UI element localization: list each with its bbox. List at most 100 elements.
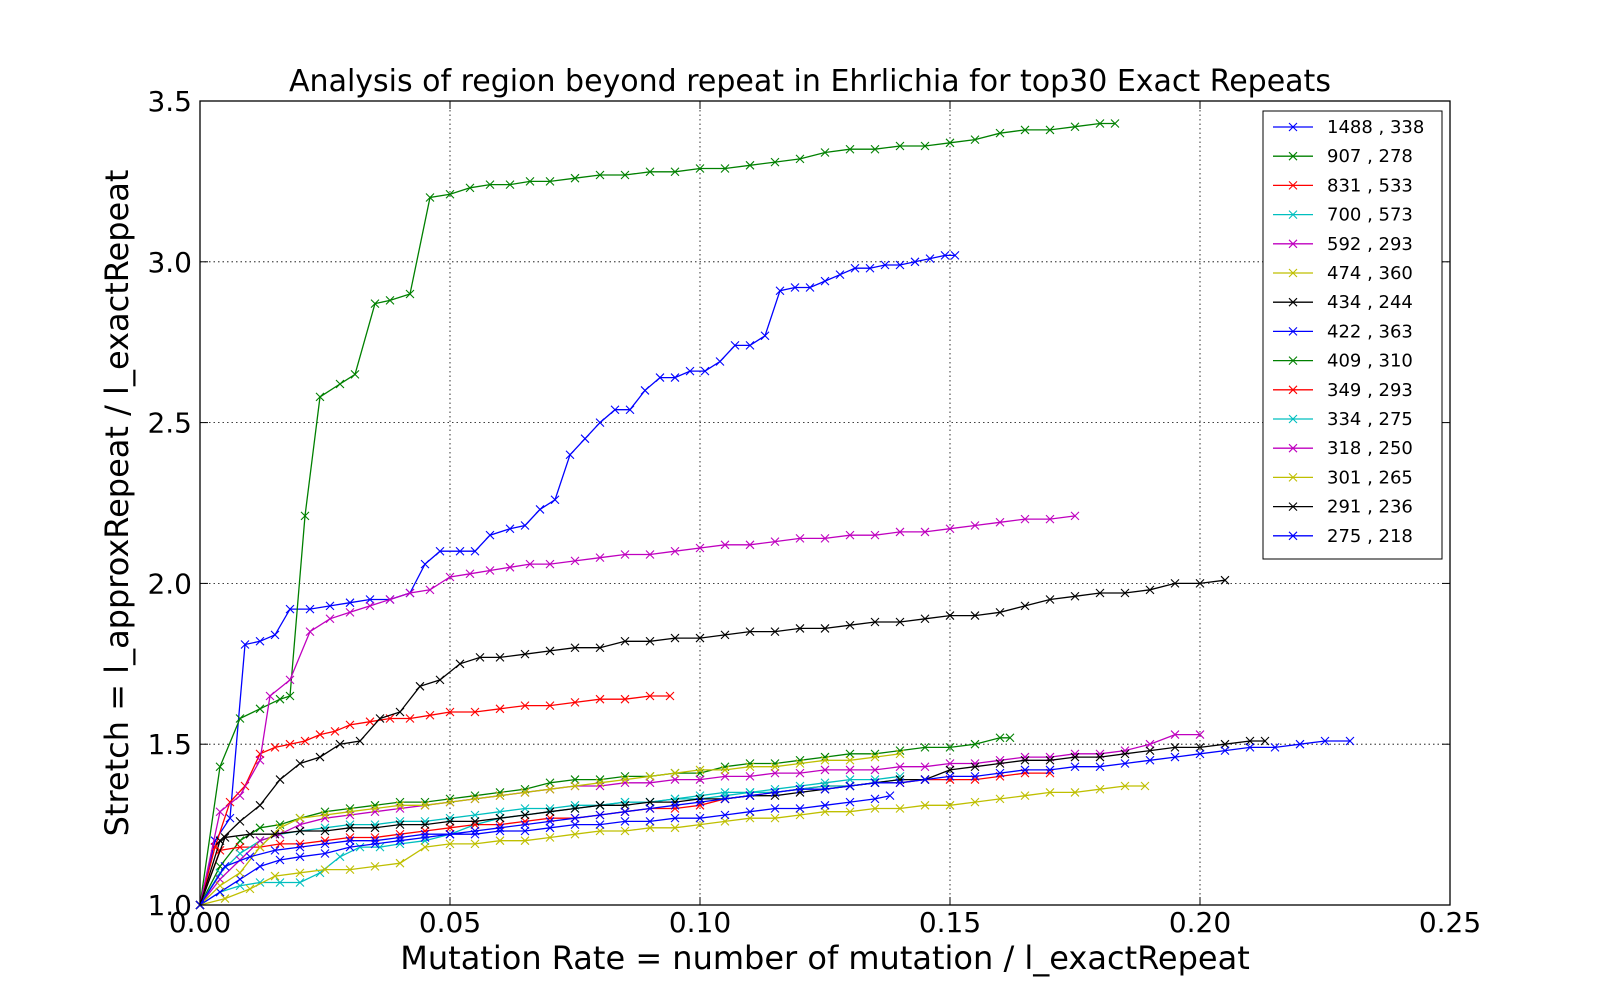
- data-point-marker: [1140, 781, 1150, 791]
- legend-marker: [1288, 385, 1298, 395]
- data-point-marker: [275, 820, 285, 829]
- x-axis-label: Mutation Rate = number of mutation / l_e…: [400, 939, 1250, 977]
- legend-label: 1488 , 338: [1327, 117, 1424, 138]
- data-point-marker: [595, 643, 605, 653]
- data-point-marker: [1045, 514, 1055, 524]
- data-point-marker: [950, 250, 960, 260]
- data-point-marker: [220, 833, 230, 842]
- x-tick-label: 0.15: [919, 906, 981, 939]
- data-point-marker: [920, 743, 930, 752]
- data-point-marker: [620, 775, 630, 784]
- plot-frame: [199, 100, 1451, 906]
- data-point-marker: [920, 800, 930, 810]
- data-point-marker: [760, 331, 770, 341]
- data-point-marker: [820, 784, 830, 794]
- data-point-marker: [520, 649, 530, 659]
- data-point-marker: [745, 627, 755, 637]
- legend-marker: [1288, 327, 1298, 336]
- data-point-marker: [470, 707, 480, 717]
- data-point-marker: [895, 141, 905, 151]
- data-point-marker: [370, 823, 380, 833]
- data-point-marker: [375, 842, 385, 852]
- data-point-marker: [595, 800, 605, 810]
- data-point-marker: [570, 829, 580, 839]
- data-point-marker: [525, 559, 535, 569]
- data-point-marker: [645, 823, 655, 833]
- data-point-marker: [595, 694, 605, 704]
- legend-label: 318 , 250: [1327, 438, 1413, 459]
- data-point-marker: [820, 755, 830, 765]
- data-point-marker: [1095, 752, 1105, 762]
- data-point-marker: [235, 842, 245, 852]
- data-point-marker: [370, 804, 380, 813]
- data-point-marker: [970, 771, 980, 781]
- data-point-marker: [645, 167, 655, 177]
- series-14: [195, 736, 1270, 910]
- data-point-marker: [1220, 739, 1230, 749]
- data-point-marker: [670, 373, 680, 382]
- legend-marker: [1288, 502, 1298, 511]
- series-line: [199, 579, 1226, 906]
- data-point-marker: [995, 794, 1005, 804]
- data-point-marker: [345, 807, 355, 817]
- data-point-marker: [920, 141, 930, 151]
- data-point-marker: [595, 826, 605, 836]
- data-point-marker: [595, 418, 605, 427]
- legend-marker: [1288, 297, 1298, 307]
- legend-entry: 907 , 278: [1273, 146, 1413, 167]
- data-point-marker: [370, 836, 380, 846]
- data-point-marker: [770, 157, 780, 167]
- data-point-marker: [505, 562, 515, 572]
- legend-marker: [1288, 151, 1298, 161]
- data-point-marker: [570, 804, 580, 813]
- data-point-marker: [620, 636, 630, 646]
- data-point-marker: [820, 276, 830, 286]
- data-point-marker: [240, 640, 250, 649]
- legend-label: 831 , 533: [1327, 175, 1413, 196]
- data-point-marker: [270, 829, 280, 839]
- data-point-marker: [670, 775, 680, 784]
- data-point-marker: [570, 781, 580, 791]
- series-line: [199, 778, 901, 906]
- legend-label: 592 , 293: [1327, 234, 1413, 255]
- data-point-marker: [495, 704, 505, 714]
- data-point-marker: [495, 807, 505, 817]
- data-point-marker: [720, 810, 730, 820]
- data-point-marker: [1245, 736, 1255, 746]
- data-point-marker: [805, 283, 815, 292]
- data-point-marker: [745, 540, 755, 550]
- data-point-marker: [535, 505, 545, 514]
- data-point-marker: [895, 527, 905, 537]
- data-point-marker: [215, 762, 225, 772]
- data-point-marker: [645, 816, 655, 826]
- data-point-marker: [470, 839, 480, 849]
- data-point-marker: [220, 894, 230, 903]
- data-point-marker: [945, 611, 955, 620]
- data-point-marker: [670, 546, 680, 556]
- data-point-marker: [745, 762, 755, 772]
- data-point-marker: [445, 839, 455, 849]
- data-point-marker: [465, 183, 475, 193]
- data-point-marker: [345, 823, 355, 833]
- legend-label: 291 , 236: [1327, 497, 1413, 518]
- data-point-marker: [895, 746, 905, 756]
- data-point-marker: [330, 726, 340, 736]
- legend-entry: 434 , 244: [1273, 292, 1413, 313]
- data-point-marker: [1070, 122, 1080, 132]
- data-point-marker: [445, 797, 455, 807]
- y-tick-label: 2.5: [147, 407, 192, 440]
- data-point-marker: [315, 730, 325, 739]
- data-point-marker: [995, 768, 1005, 778]
- legend-marker: [1288, 239, 1298, 249]
- legend-entry: 592 , 293: [1273, 234, 1413, 255]
- data-point-marker: [870, 752, 880, 762]
- data-point-marker: [455, 546, 465, 556]
- data-point-marker: [645, 797, 655, 807]
- data-point-marker: [1020, 601, 1030, 611]
- data-point-marker: [645, 771, 655, 781]
- data-point-marker: [255, 800, 265, 810]
- series-line: [199, 795, 891, 906]
- data-point-marker: [945, 771, 955, 781]
- data-point-marker: [665, 691, 675, 701]
- data-point-marker: [1195, 730, 1205, 739]
